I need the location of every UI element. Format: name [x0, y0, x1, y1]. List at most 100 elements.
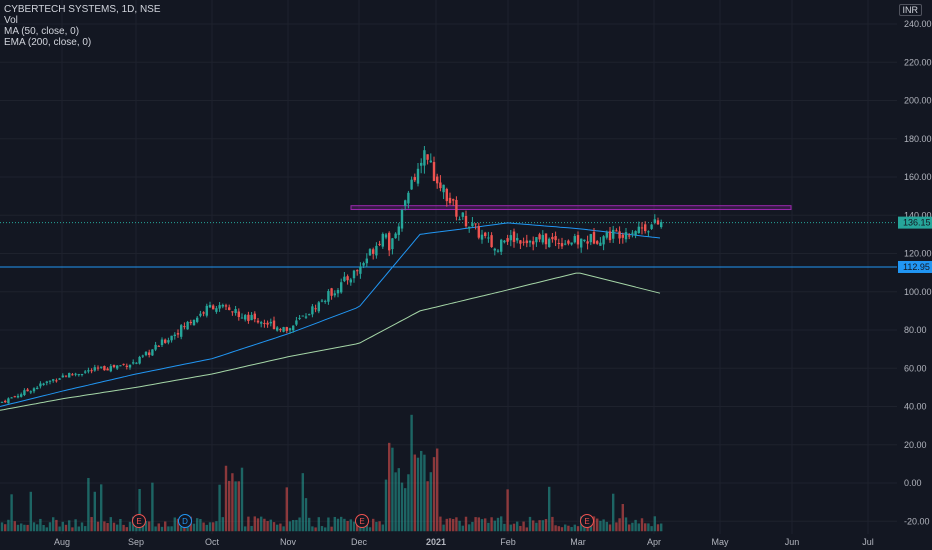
volume-bar: [32, 522, 36, 532]
candle-body: [132, 362, 135, 364]
candle-body: [247, 314, 250, 321]
candle-body: [10, 397, 13, 399]
volume-bar: [442, 524, 445, 532]
candle-body: [311, 306, 314, 315]
candle-body: [336, 289, 340, 294]
volume-bar: [61, 521, 64, 532]
volume-bar: [420, 450, 423, 532]
volume-bar: [452, 518, 455, 532]
volume-bar: [125, 527, 128, 532]
volume-bar: [42, 524, 45, 532]
candle-body: [228, 307, 231, 310]
volume-bar: [650, 526, 653, 532]
volume-bar: [36, 524, 39, 532]
volume-bar: [311, 526, 314, 532]
candle-body: [400, 209, 404, 229]
candle-body: [29, 391, 32, 393]
volume-bar: [45, 527, 48, 532]
candle-body: [490, 235, 493, 248]
candle-body: [592, 232, 596, 244]
candle-body: [13, 396, 16, 398]
volume-bar: [615, 522, 618, 532]
volume-bar: [122, 524, 125, 532]
ema-legend[interactable]: EMA (200, close, 0): [4, 37, 92, 48]
candle-body: [100, 366, 103, 368]
candle-body: [375, 245, 378, 256]
candle-body: [429, 160, 432, 163]
candle-body: [448, 197, 452, 204]
volume-bar: [269, 519, 272, 532]
candle-body: [346, 276, 349, 281]
candle-body: [330, 288, 333, 296]
volume-bar: [346, 520, 349, 532]
price-axis[interactable]: 240.00 220.00 200.00 180.00 160.00 140.00 120.…: [904, 19, 932, 526]
candle-body: [39, 383, 42, 387]
volume-bar: [276, 524, 279, 532]
volume-bar: [621, 504, 624, 532]
currency-label[interactable]: INR: [898, 4, 922, 16]
candle-body: [109, 366, 112, 372]
candle-body: [320, 300, 324, 302]
candle-body: [644, 224, 647, 232]
candle-body: [256, 320, 260, 323]
candle-body: [388, 232, 391, 251]
ma-legend[interactable]: MA (50, close, 0): [4, 26, 80, 37]
volume-bar: [151, 482, 154, 532]
candle-body: [157, 345, 160, 347]
volume-bar: [528, 516, 532, 532]
candle-body: [464, 215, 468, 227]
volume-bar: [455, 517, 458, 532]
candle-body: [378, 243, 381, 245]
candle-body: [548, 238, 551, 248]
candle-body: [128, 364, 132, 368]
volume-bar: [372, 518, 375, 532]
candle-body: [314, 308, 317, 310]
volume-bar: [170, 526, 173, 532]
volume-bar: [154, 526, 157, 532]
support-price-tag: 112.95: [903, 262, 930, 272]
volume-bar: [266, 521, 269, 532]
candle-body: [522, 241, 525, 243]
symbol-title[interactable]: CYBERTECH SYSTEMS, 1D, NSE: [4, 4, 161, 15]
volume-bar: [173, 517, 176, 532]
volume-bar: [384, 479, 388, 532]
volume-bar: [618, 518, 621, 532]
volume-bar: [234, 481, 237, 532]
candle-body: [279, 328, 282, 331]
y-tick-label: 240.00: [904, 19, 932, 29]
candle-body: [263, 323, 266, 325]
volume-legend[interactable]: Vol: [4, 15, 18, 26]
candle-body: [58, 378, 61, 380]
candle-body: [52, 379, 55, 381]
candle-body: [276, 327, 279, 331]
candle-body: [32, 388, 36, 392]
y-tick-label: 60.00: [904, 363, 927, 373]
volume-bar: [237, 481, 240, 532]
candle-body: [554, 236, 557, 241]
candle-body: [436, 176, 439, 184]
volume-bar: [4, 524, 7, 532]
volume-bar: [340, 516, 343, 532]
candle-body: [170, 335, 173, 341]
candle-body: [119, 365, 122, 367]
candle-body: [407, 192, 410, 204]
volume-bar: [519, 525, 522, 532]
volume-bar: [199, 519, 202, 532]
candle-body: [135, 362, 138, 364]
candle-body: [660, 222, 663, 228]
volume-bar: [445, 518, 448, 532]
candle-body: [471, 223, 474, 227]
time-axis[interactable]: Aug Sep Oct Nov Dec 2021 Feb Mar Apr May Jun Jul: [54, 537, 874, 547]
volume-bar: [314, 527, 317, 532]
volume-bar: [183, 525, 186, 532]
last-price-tag-bg: [898, 216, 932, 229]
candle-body: [656, 220, 660, 225]
volume-bar: [426, 481, 429, 532]
volume-bar: [253, 516, 256, 532]
candle-body: [647, 231, 650, 233]
candle-body: [621, 234, 624, 238]
candle-body: [477, 226, 480, 238]
y-tick-label: 0.00: [904, 478, 922, 488]
candle-body: [349, 279, 352, 283]
